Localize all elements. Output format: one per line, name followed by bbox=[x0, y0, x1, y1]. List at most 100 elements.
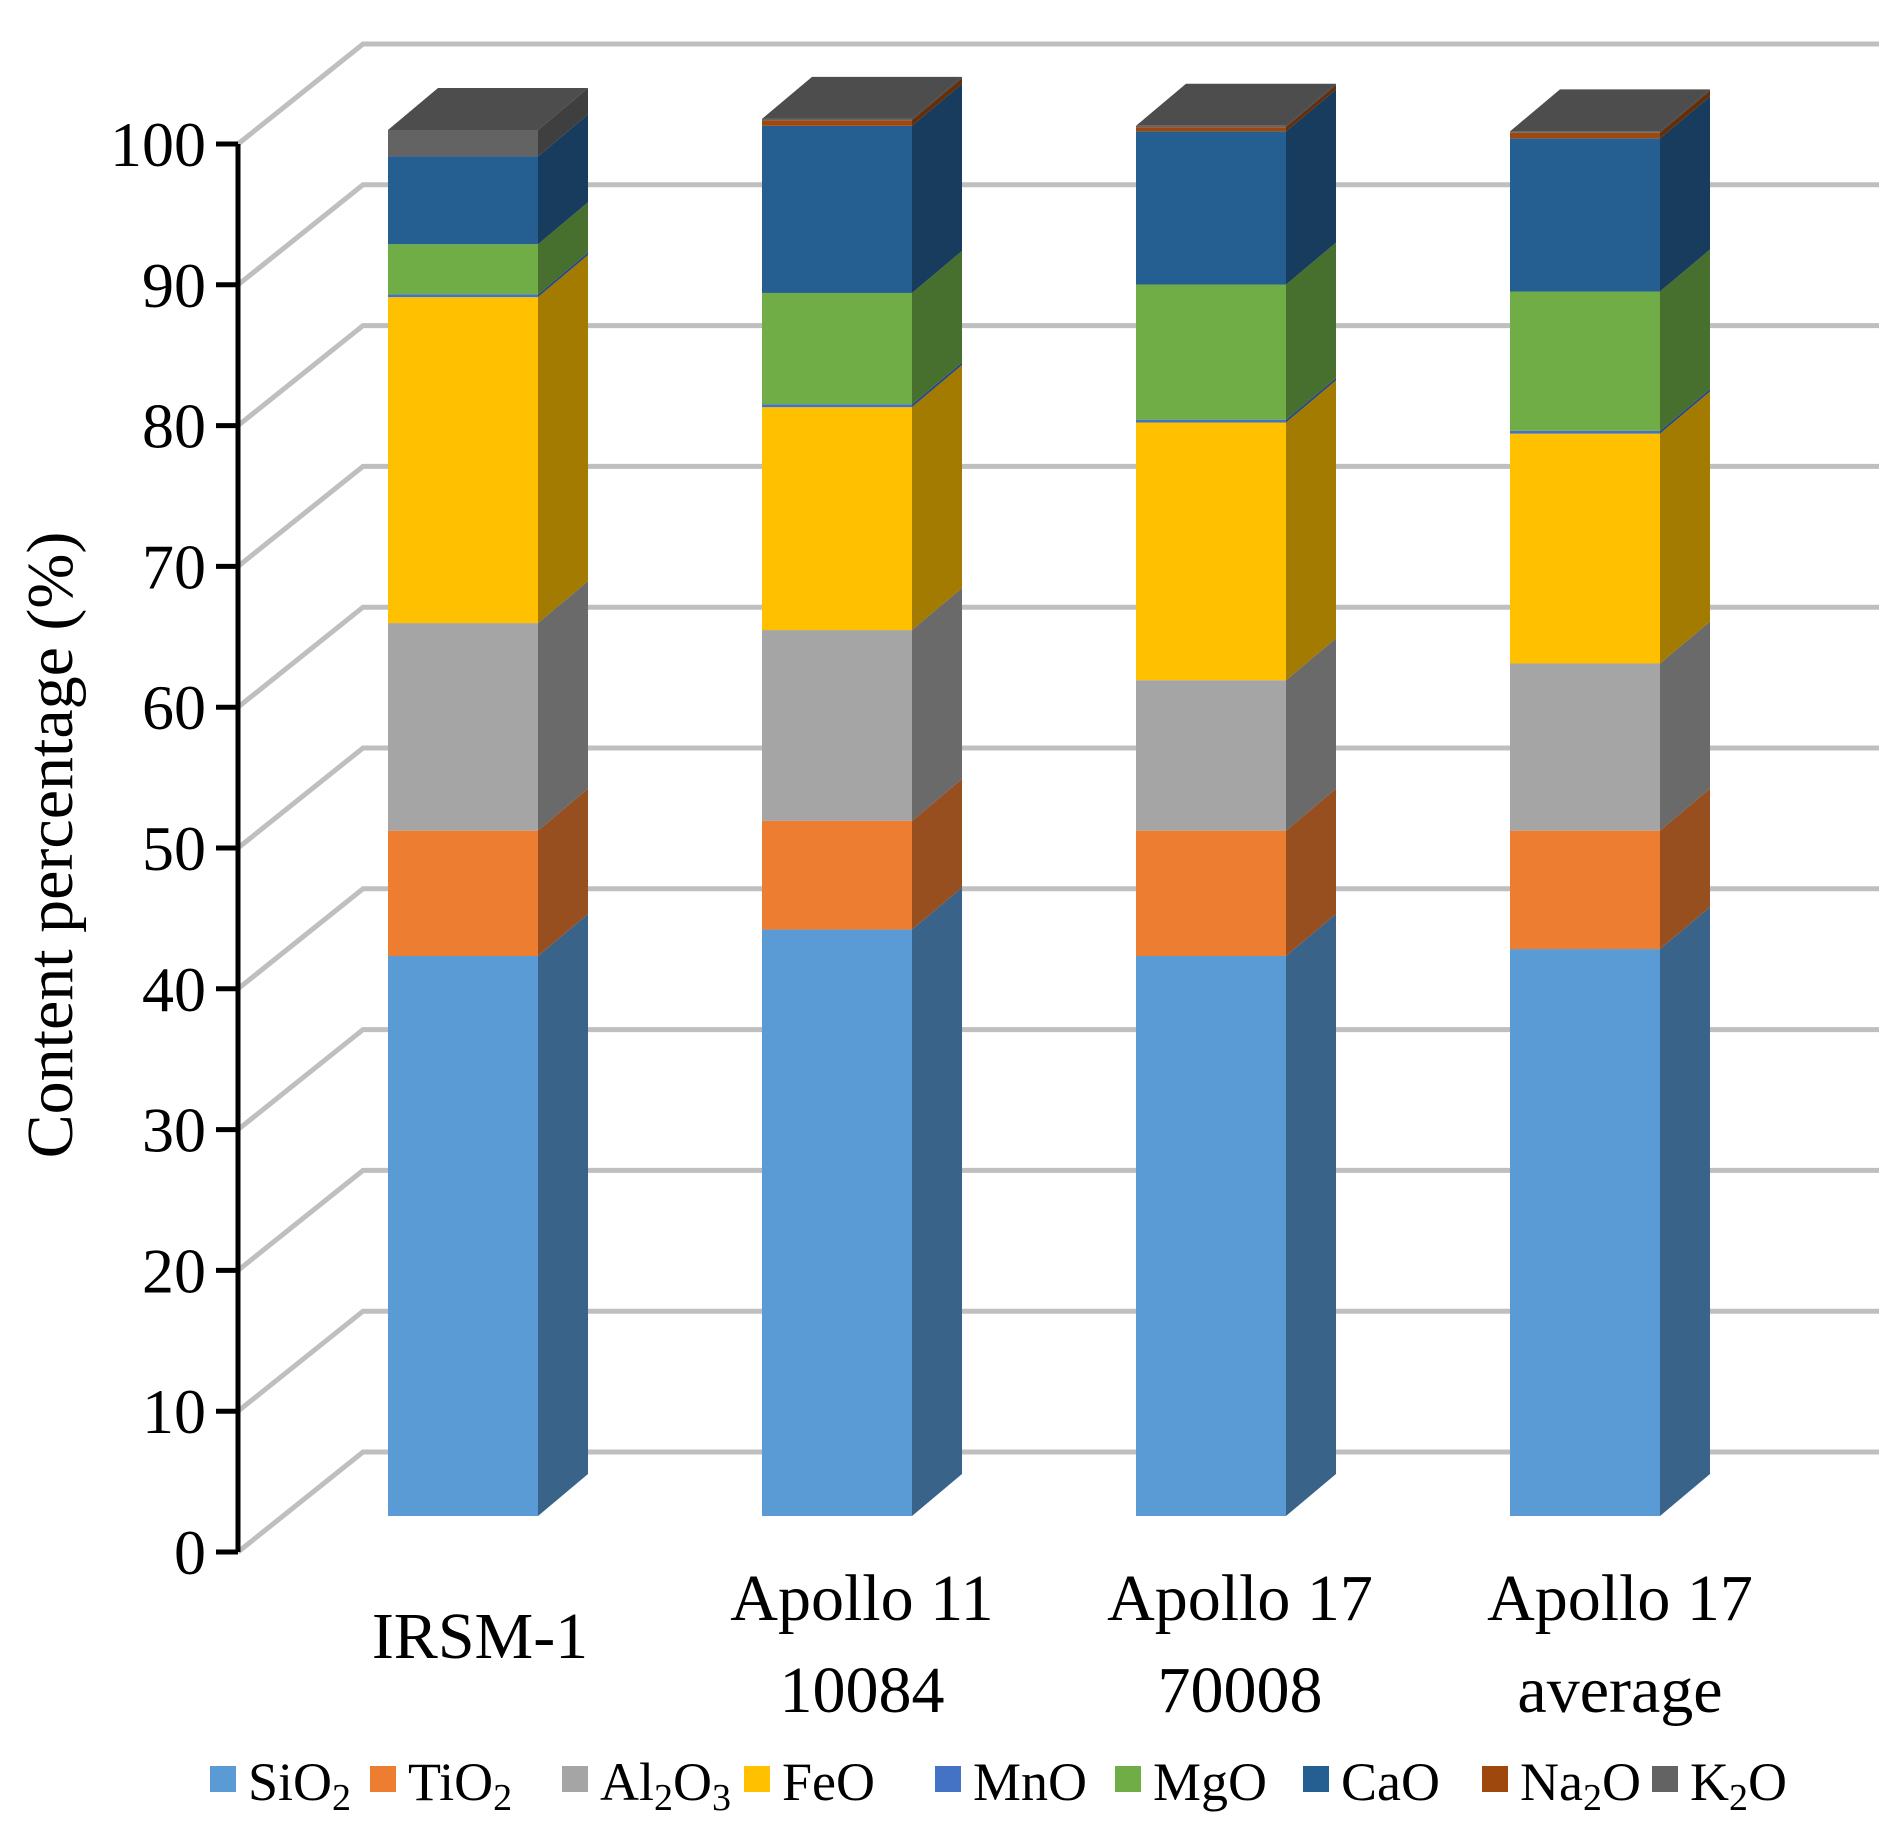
bar-segment-side bbox=[912, 588, 962, 821]
bar-segment bbox=[762, 404, 912, 408]
bar-segment-side bbox=[1660, 90, 1710, 139]
bar-segment bbox=[388, 956, 538, 1516]
bar-segment-side bbox=[538, 788, 588, 957]
bar-segment bbox=[1510, 291, 1660, 431]
bar-top bbox=[388, 87, 588, 130]
y-tick-label: 50 bbox=[142, 813, 206, 884]
bar-segment bbox=[1136, 419, 1286, 423]
bar-segment-side bbox=[1286, 377, 1336, 423]
bar-segment-side bbox=[1286, 380, 1336, 681]
legend-swatch bbox=[1652, 1766, 1678, 1792]
legend-label: MgO bbox=[1153, 1752, 1267, 1812]
gridline bbox=[236, 1308, 1879, 1414]
y-tick-label: 20 bbox=[142, 1235, 206, 1306]
y-axis: 0 10 20 30 40 50 60 70 80 90 100 bbox=[110, 109, 241, 1588]
legend-item: CaO bbox=[1303, 1752, 1440, 1812]
bar-segment bbox=[388, 297, 538, 624]
bar-top bbox=[1136, 83, 1336, 126]
bar-segment bbox=[1510, 132, 1660, 139]
legend-label: TiO2 bbox=[408, 1752, 512, 1819]
bar-segment-side bbox=[1660, 89, 1710, 133]
gridline bbox=[236, 1167, 1879, 1273]
gridline bbox=[236, 463, 1879, 569]
y-tick-label: 70 bbox=[142, 531, 206, 602]
bar-stack bbox=[388, 87, 588, 1516]
bar-segment bbox=[762, 630, 912, 821]
bar-segment-side bbox=[1660, 249, 1710, 431]
gridline bbox=[236, 1449, 1879, 1554]
bar-segment bbox=[762, 292, 912, 405]
legend-swatch bbox=[1482, 1766, 1508, 1792]
bar-segment-side bbox=[1660, 96, 1710, 292]
bar-segment-side bbox=[912, 250, 962, 405]
bar-segment-side bbox=[1286, 89, 1336, 285]
bar-segment bbox=[1510, 949, 1660, 1516]
bar-segment bbox=[1510, 131, 1660, 133]
bar-segment-side bbox=[538, 914, 588, 1516]
bar-segment bbox=[1136, 131, 1286, 285]
bar-segment-side bbox=[912, 887, 962, 1516]
category-labels: IRSM-1 Apollo 11 10084 Apollo 17 70008 Apollo… bbox=[372, 1562, 1753, 1727]
bar-segment bbox=[388, 294, 538, 298]
legend-label: FeO bbox=[782, 1752, 875, 1812]
bar-segment bbox=[388, 623, 538, 831]
bar-segment-side bbox=[538, 252, 588, 298]
legend-swatch bbox=[935, 1766, 961, 1792]
bar-top bbox=[762, 76, 962, 119]
y-tick-label: 30 bbox=[142, 1095, 206, 1166]
legend-item: Al2O3 bbox=[562, 1752, 731, 1819]
legend-label: CaO bbox=[1341, 1752, 1440, 1812]
bar-segment-side bbox=[538, 202, 588, 295]
y-tick-label: 90 bbox=[142, 250, 206, 321]
bar-segment-side bbox=[1660, 907, 1710, 1516]
bar-segment bbox=[388, 244, 538, 295]
bar-segment-side bbox=[912, 778, 962, 930]
bar-segment bbox=[762, 120, 912, 126]
bar-segment-side bbox=[912, 83, 962, 293]
legend-item: K2O bbox=[1652, 1752, 1787, 1819]
bar-segment-side bbox=[1286, 242, 1336, 420]
bar-segment bbox=[1136, 956, 1286, 1516]
bar-segment bbox=[388, 156, 538, 245]
bar-segment bbox=[1510, 663, 1660, 831]
gridline bbox=[236, 323, 1879, 428]
legend-item: TiO2 bbox=[370, 1752, 512, 1819]
legend-swatch bbox=[1115, 1766, 1141, 1792]
legend-item: MgO bbox=[1115, 1752, 1267, 1812]
bar-segment bbox=[1510, 430, 1660, 434]
gridline bbox=[236, 41, 1879, 146]
bar-segment bbox=[1510, 830, 1660, 950]
legend-swatch bbox=[1303, 1766, 1329, 1792]
bar-segment bbox=[762, 820, 912, 930]
y-tick-label: 0 bbox=[174, 1517, 206, 1588]
bar-segment bbox=[388, 830, 538, 957]
legend-label: MnO bbox=[973, 1752, 1087, 1812]
bar-stack bbox=[1136, 83, 1336, 1516]
category-label: IRSM-1 bbox=[372, 1600, 588, 1673]
bar-segment-side bbox=[912, 78, 962, 126]
category-label: Apollo 17 70008 bbox=[1107, 1562, 1373, 1727]
legend-label: Al2O3 bbox=[600, 1752, 731, 1819]
bar-segment bbox=[1136, 830, 1286, 957]
y-tick-label: 100 bbox=[110, 109, 206, 180]
gridline bbox=[236, 886, 1879, 991]
bar-segment bbox=[1510, 433, 1660, 664]
y-tick-label: 10 bbox=[142, 1376, 206, 1447]
legend-swatch bbox=[370, 1766, 396, 1792]
bar-segment bbox=[762, 407, 912, 631]
gridline bbox=[236, 182, 1879, 287]
bar-segment-side bbox=[912, 76, 962, 121]
bar-segment bbox=[388, 129, 538, 157]
bar-segment-side bbox=[1660, 621, 1710, 831]
bar-segment bbox=[1136, 127, 1286, 132]
y-tick-label: 80 bbox=[142, 391, 206, 462]
legend-label: SiO2 bbox=[248, 1752, 351, 1819]
y-tick-label: 60 bbox=[142, 672, 206, 743]
bar-segment-side bbox=[1286, 788, 1336, 957]
legend: SiO2 TiO2 Al2O3 FeO MnO MgO CaO Na2O K2O bbox=[210, 1752, 1787, 1819]
bar-segment-side bbox=[1286, 85, 1336, 132]
gridlines bbox=[236, 41, 1879, 1554]
category-label: Apollo 17 average bbox=[1487, 1562, 1753, 1727]
legend-item: MnO bbox=[935, 1752, 1087, 1812]
bar-segment bbox=[1136, 125, 1286, 128]
